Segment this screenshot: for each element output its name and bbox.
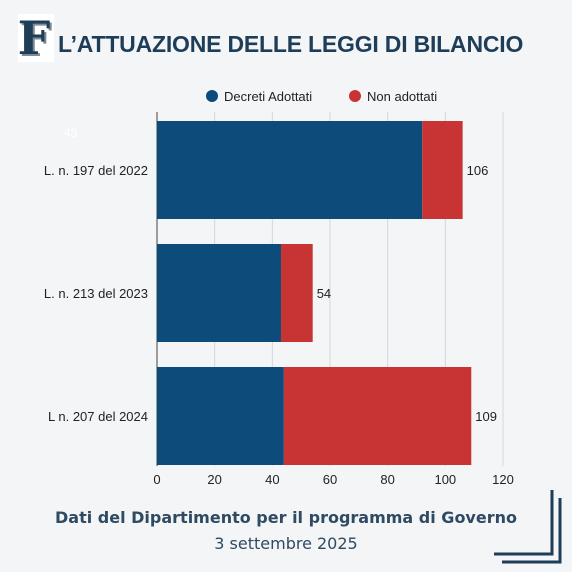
bar-non-adottati: [283, 367, 472, 465]
brand-logo: F F: [18, 12, 54, 64]
bar-adottati: [157, 244, 281, 342]
chart-bars: [157, 121, 472, 465]
bar-adottati: [157, 367, 284, 465]
x-tick-label: 0: [153, 472, 160, 487]
page-title: L’ATTUAZIONE DELLE LEGGI DI BILANCIO: [58, 31, 524, 57]
x-tick-label: 60: [323, 472, 337, 487]
legend-label: Decreti Adottati: [224, 89, 312, 104]
bar-total-label: 106: [467, 163, 489, 178]
legend-label: Non adottati: [367, 89, 437, 104]
bar-total-label: 54: [317, 286, 331, 301]
logo-letter: F: [18, 12, 51, 64]
category-label: L. n. 197 del 2022: [44, 163, 148, 178]
faint-data-label: 43: [64, 126, 78, 140]
category-label: L. n. 213 del 2023: [44, 286, 148, 301]
x-tick-label: 120: [492, 472, 514, 487]
x-tick-label: 40: [265, 472, 279, 487]
legend-marker: [349, 90, 361, 102]
date-caption: 3 settembre 2025: [214, 534, 358, 553]
category-label: L n. 207 del 2024: [48, 409, 148, 424]
x-tick-label: 80: [380, 472, 394, 487]
bar-non-adottati: [280, 244, 313, 342]
source-caption: Dati del Dipartimento per il programma d…: [55, 508, 517, 527]
bar-non-adottati: [422, 121, 463, 219]
x-tick-label: 20: [207, 472, 221, 487]
legend-marker: [206, 90, 218, 102]
svg-text:F: F: [20, 13, 53, 64]
bar-total-label: 109: [475, 409, 497, 424]
bar-adottati: [157, 121, 423, 219]
x-tick-label: 100: [434, 472, 456, 487]
chart-labels: L. n. 197 del 2022 106 L. n. 213 del 2023 5…: [44, 126, 497, 424]
chart-legend: Decreti Adottati Non adottati: [206, 89, 437, 104]
